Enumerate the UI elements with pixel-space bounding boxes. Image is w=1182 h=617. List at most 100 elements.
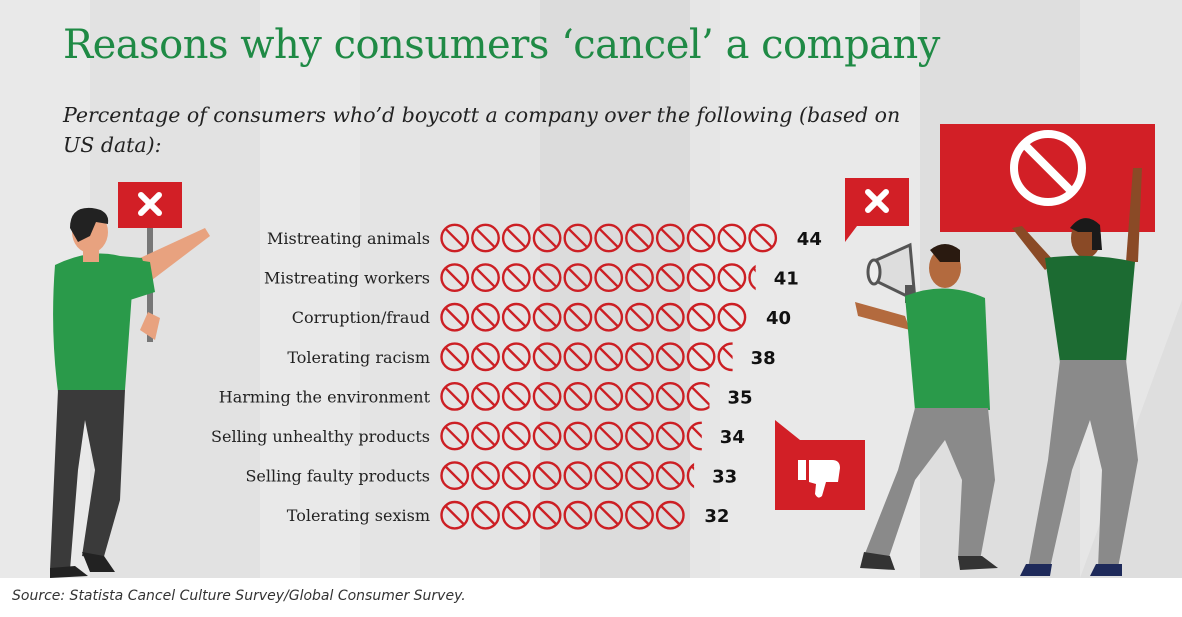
no-entry-sign-icon [717, 302, 747, 332]
value-label: 41 [774, 269, 799, 290]
pictogram-bar [440, 302, 747, 332]
pictogram-bar [440, 381, 710, 411]
chart-row: Mistreating workers 41 [264, 263, 799, 292]
no-entry-sign-icon [655, 500, 685, 530]
no-entry-sign-icon [532, 461, 562, 490]
chart-row: Selling unhealthy products 34 [211, 421, 745, 451]
no-entry-sign-icon [440, 223, 470, 253]
no-entry-sign-icon [686, 302, 716, 332]
pictogram-bar [440, 342, 733, 372]
no-entry-sign-icon [563, 421, 593, 451]
no-entry-sign-icon [440, 421, 470, 451]
no-entry-sign-icon [594, 421, 624, 451]
infographic-panel: Reasons why consumers ‘cancel’ a company… [0, 0, 1182, 578]
x-mark-icon [865, 189, 889, 213]
value-label: 44 [797, 229, 822, 250]
no-entry-sign-icon [532, 342, 562, 372]
thumbs-down-speech-bubble [775, 420, 865, 510]
no-entry-sign-icon [655, 342, 685, 372]
no-entry-sign-icon [655, 461, 685, 490]
no-entry-sign-icon [563, 500, 593, 530]
no-entry-sign-icon [686, 263, 716, 292]
chart-subtitle: Percentage of consumers who’d boycott a … [63, 103, 901, 157]
no-entry-sign-icon [440, 263, 470, 292]
category-label: Mistreating animals [267, 229, 430, 248]
no-entry-sign-icon [563, 302, 593, 332]
chart-row: Selling faulty products 33 [245, 461, 737, 490]
no-entry-sign-icon [501, 421, 531, 451]
no-entry-sign-icon [594, 223, 624, 253]
no-entry-sign-icon [501, 302, 531, 332]
no-entry-sign-icon [501, 223, 531, 253]
no-entry-sign-icon [655, 302, 685, 332]
no-entry-sign-icon [563, 381, 593, 411]
no-entry-sign-icon [471, 263, 500, 292]
thumbs-down-icon [798, 460, 840, 498]
category-label: Harming the environment [219, 387, 431, 406]
value-label: 34 [720, 427, 745, 448]
no-entry-sign-icon [625, 342, 654, 372]
no-entry-sign-icon [471, 381, 500, 411]
no-entry-sign-icon [501, 381, 531, 411]
megaphone-icon [866, 242, 917, 303]
category-label: Selling unhealthy products [211, 427, 430, 446]
value-label: 40 [766, 308, 791, 329]
no-entry-sign-icon [471, 500, 500, 530]
no-entry-sign-icon [625, 461, 654, 490]
x-mark-icon [138, 192, 162, 216]
no-entry-sign-icon [501, 500, 531, 530]
pictogram-bar [440, 500, 685, 530]
chart-row: Mistreating animals 44 [267, 223, 822, 253]
value-label: 38 [751, 348, 776, 369]
no-entry-sign-icon [655, 263, 685, 292]
pictogram-bar [440, 461, 695, 490]
no-entry-sign-icon [501, 461, 531, 490]
no-entry-sign-icon [717, 342, 733, 372]
no-entry-sign-icon [563, 263, 593, 292]
no-entry-sign-icon [625, 421, 654, 451]
no-entry-sign-icon [594, 263, 624, 292]
no-entry-sign-icon [594, 500, 624, 530]
no-entry-sign-icon [563, 461, 593, 490]
pictogram-bar [440, 263, 756, 292]
no-entry-sign-icon [625, 263, 654, 292]
no-entry-sign-icon [686, 463, 695, 489]
source-note: Source: Statista Cancel Culture Survey/G… [12, 588, 466, 604]
no-entry-sign-icon [717, 263, 747, 292]
value-label: 32 [704, 506, 729, 527]
category-label: Selling faulty products [245, 467, 430, 486]
no-entry-sign-icon [594, 381, 624, 411]
no-entry-sign-icon [532, 302, 562, 332]
category-label: Mistreating workers [264, 269, 430, 288]
right-protesters-illustration [775, 124, 1155, 576]
no-entry-sign-icon [748, 223, 778, 253]
no-entry-sign-icon [440, 381, 470, 411]
category-label: Tolerating racism [287, 348, 430, 367]
chart-row: Tolerating racism 38 [287, 342, 776, 372]
no-entry-sign-icon [748, 265, 756, 291]
chart-row: Tolerating sexism 32 [287, 500, 729, 530]
no-entry-sign-icon [686, 223, 716, 253]
chart-rows: Mistreating animals 44 Mistreating workers… [211, 223, 822, 530]
no-entry-sign-icon [686, 421, 702, 451]
no-entry-sign-icon [655, 421, 685, 451]
no-entry-sign-icon [532, 263, 562, 292]
no-entry-sign-icon [594, 342, 624, 372]
no-entry-sign-icon [655, 381, 685, 411]
no-entry-sign-icon [471, 461, 500, 490]
no-entry-sign-icon [532, 223, 562, 253]
no-entry-sign-icon [625, 500, 654, 530]
no-entry-sign-icon [440, 342, 470, 372]
no-entry-sign-icon [471, 342, 500, 372]
no-entry-sign-icon [594, 302, 624, 332]
pictogram-bar [440, 421, 702, 451]
chart-row: Harming the environment 35 [219, 381, 753, 411]
no-entry-sign-icon [471, 421, 500, 451]
no-entry-sign-icon [686, 382, 710, 411]
no-entry-sign-icon [563, 223, 593, 253]
no-entry-sign-icon [532, 500, 562, 530]
no-entry-sign-icon [686, 342, 716, 372]
no-entry-sign-icon [532, 381, 562, 411]
category-label: Tolerating sexism [287, 506, 430, 525]
